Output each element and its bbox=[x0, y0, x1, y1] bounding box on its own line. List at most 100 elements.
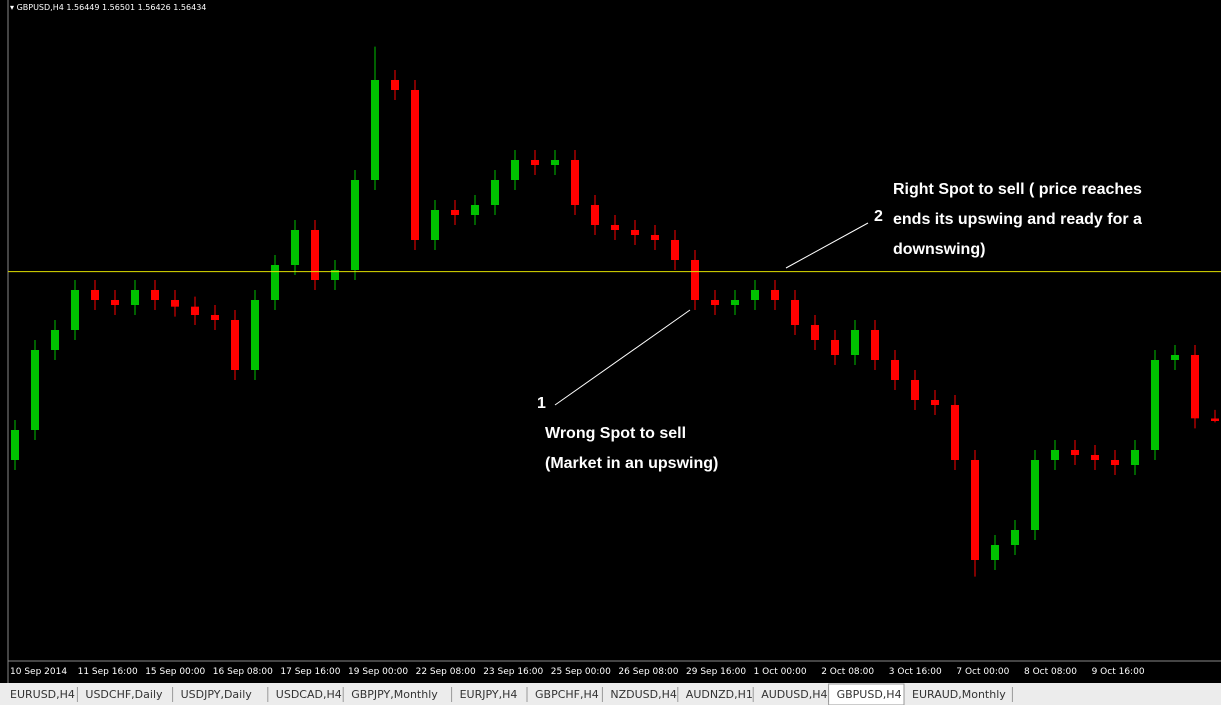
candle-body bbox=[351, 180, 359, 270]
annotation-arrow bbox=[785, 222, 869, 269]
candle-body bbox=[391, 80, 399, 90]
time-label: 16 Sep 08:00 bbox=[213, 667, 273, 677]
time-label: 2 Oct 08:00 bbox=[821, 667, 874, 677]
candle-body bbox=[151, 290, 159, 300]
tab[interactable]: GBPCHF,H4 bbox=[535, 688, 599, 701]
candle-body bbox=[911, 380, 919, 400]
candle-body bbox=[171, 300, 179, 307]
candle-body bbox=[191, 306, 199, 315]
time-label: 17 Sep 16:00 bbox=[280, 667, 340, 677]
open-value: 1.56449 bbox=[66, 3, 99, 12]
time-label: 29 Sep 16:00 bbox=[686, 667, 746, 677]
candle-body bbox=[411, 90, 419, 240]
low-value: 1.56426 bbox=[138, 3, 171, 12]
candle-body bbox=[451, 210, 459, 215]
candle-body bbox=[291, 230, 299, 265]
annotation-text: Wrong Spot to sell bbox=[545, 425, 686, 442]
candle-body bbox=[1211, 418, 1219, 421]
candle-body bbox=[131, 290, 139, 305]
candle-body bbox=[31, 350, 39, 430]
chart-bg bbox=[0, 0, 1221, 683]
annotation-arrow bbox=[554, 309, 691, 406]
candle-body bbox=[691, 260, 699, 300]
time-axis: 10 Sep 2014 11 Sep 16:00 15 Sep 00:00 16 Se… bbox=[10, 667, 1145, 677]
candle-body bbox=[1071, 450, 1079, 455]
candle-body bbox=[951, 405, 959, 460]
candle-body bbox=[651, 235, 659, 240]
candle-body bbox=[271, 265, 279, 300]
candle-body bbox=[851, 330, 859, 355]
candle-body bbox=[871, 330, 879, 360]
candle-body bbox=[671, 240, 679, 260]
candle-body bbox=[1131, 450, 1139, 465]
candle-body bbox=[231, 320, 239, 370]
candle-body bbox=[931, 400, 939, 405]
candle-body bbox=[991, 545, 999, 560]
candle-body bbox=[371, 80, 379, 180]
candle-body bbox=[331, 270, 339, 280]
annotation-text: downswing) bbox=[893, 241, 985, 258]
time-label: 25 Sep 00:00 bbox=[551, 667, 611, 677]
header: ▾ GBPUSD,H4 1.56449 1.56501 1.56426 1.56… bbox=[10, 3, 206, 12]
candle-body bbox=[1011, 530, 1019, 545]
time-label: 7 Oct 00:00 bbox=[956, 667, 1009, 677]
tab[interactable]: EURJPY,H4 bbox=[460, 688, 518, 701]
time-label: 1 Oct 00:00 bbox=[754, 667, 807, 677]
candle-body bbox=[1151, 360, 1159, 450]
tab[interactable]: GBPUSD,H4 bbox=[837, 688, 902, 701]
annotation-text: ends its upswing and ready for a bbox=[893, 211, 1142, 228]
time-label: 22 Sep 08:00 bbox=[416, 667, 476, 677]
tabs: EURUSD,H4 USDCHF,Daily USDJPY,Daily USDCAD,… bbox=[10, 683, 1013, 705]
tab[interactable]: AUDUSD,H4 bbox=[761, 688, 827, 701]
tab[interactable]: USDCHF,Daily bbox=[85, 688, 163, 701]
candle-body bbox=[971, 460, 979, 560]
candle-body bbox=[891, 360, 899, 380]
candle-body bbox=[91, 290, 99, 300]
candle-body bbox=[771, 290, 779, 300]
candle-body bbox=[551, 160, 559, 165]
candle-body bbox=[711, 300, 719, 305]
tab[interactable]: USDCAD,H4 bbox=[276, 688, 342, 701]
tab-bar bbox=[0, 683, 1221, 705]
candle-body bbox=[251, 300, 259, 370]
candle-body bbox=[51, 330, 59, 350]
tab[interactable]: NZDUSD,H4 bbox=[610, 688, 677, 701]
candle-body bbox=[1191, 355, 1199, 419]
time-label: 26 Sep 08:00 bbox=[618, 667, 678, 677]
candle-body bbox=[111, 300, 119, 305]
tab[interactable]: GBPJPY,Monthly bbox=[351, 688, 438, 701]
candle-body bbox=[11, 430, 19, 460]
candle-body bbox=[431, 210, 439, 240]
time-label: 11 Sep 16:00 bbox=[78, 667, 138, 677]
candle-body bbox=[1171, 355, 1179, 360]
candle-body bbox=[631, 230, 639, 235]
annotation-number: 2 bbox=[874, 208, 883, 225]
candle-body bbox=[211, 315, 219, 320]
annotation-text: Right Spot to sell ( price reaches bbox=[893, 181, 1142, 198]
tab[interactable]: EURAUD,Monthly bbox=[912, 688, 1006, 701]
tab[interactable]: AUDNZD,H1 bbox=[686, 688, 753, 701]
time-label: 19 Sep 00:00 bbox=[348, 667, 408, 677]
candle-body bbox=[591, 205, 599, 225]
candle-body bbox=[1091, 455, 1099, 460]
candle-body bbox=[571, 160, 579, 205]
time-label: 10 Sep 2014 bbox=[10, 667, 67, 677]
candle-body bbox=[811, 325, 819, 340]
candle-body bbox=[491, 180, 499, 205]
tab[interactable]: EURUSD,H4 bbox=[10, 688, 75, 701]
candle-body bbox=[1111, 460, 1119, 465]
candle-body bbox=[71, 290, 79, 330]
time-label: 9 Oct 16:00 bbox=[1092, 667, 1145, 677]
candle-body bbox=[751, 290, 759, 300]
candle-body bbox=[1031, 460, 1039, 530]
candle-body bbox=[531, 160, 539, 165]
candle-body bbox=[731, 300, 739, 305]
close-value: 1.56434 bbox=[173, 3, 206, 12]
tab[interactable]: USDJPY,Daily bbox=[181, 688, 253, 701]
candle-body bbox=[611, 225, 619, 230]
candle-body bbox=[511, 160, 519, 180]
time-label: 23 Sep 16:00 bbox=[483, 667, 543, 677]
annotation-text: (Market in an upswing) bbox=[545, 455, 718, 472]
